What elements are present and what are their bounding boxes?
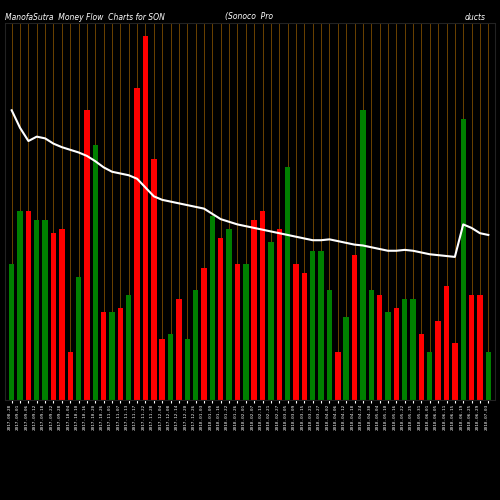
Bar <box>285 168 290 400</box>
Bar <box>252 220 257 400</box>
Bar <box>110 312 114 400</box>
Bar <box>318 251 324 400</box>
Bar <box>326 290 332 400</box>
Bar <box>243 264 248 400</box>
Bar <box>76 277 82 400</box>
Bar <box>68 352 73 400</box>
Bar <box>18 211 23 400</box>
Bar <box>410 299 416 400</box>
Bar <box>134 88 140 400</box>
Bar <box>427 352 432 400</box>
Bar <box>143 36 148 400</box>
Bar <box>226 229 232 400</box>
Bar <box>51 233 56 400</box>
Bar <box>377 294 382 400</box>
Bar <box>184 338 190 400</box>
Bar <box>9 264 15 400</box>
Bar <box>335 352 340 400</box>
Bar <box>344 316 349 400</box>
Bar <box>26 211 31 400</box>
Bar <box>84 110 89 400</box>
Bar <box>302 272 307 400</box>
Bar <box>202 268 206 400</box>
Bar <box>193 290 198 400</box>
Bar <box>294 264 298 400</box>
Text: (Sonoco  Pro: (Sonoco Pro <box>225 12 273 22</box>
Bar <box>168 334 173 400</box>
Bar <box>118 308 123 400</box>
Bar <box>386 312 390 400</box>
Bar <box>368 290 374 400</box>
Bar <box>92 146 98 400</box>
Bar <box>460 119 466 400</box>
Bar <box>234 264 240 400</box>
Bar <box>151 158 156 400</box>
Bar <box>394 308 399 400</box>
Bar <box>34 220 40 400</box>
Bar <box>436 321 441 400</box>
Bar <box>42 220 48 400</box>
Bar <box>360 110 366 400</box>
Text: ManofaSutra  Money Flow  Charts for SON: ManofaSutra Money Flow Charts for SON <box>5 12 165 22</box>
Bar <box>260 211 266 400</box>
Bar <box>402 299 407 400</box>
Bar <box>352 255 357 400</box>
Bar <box>276 229 282 400</box>
Bar <box>418 334 424 400</box>
Text: ducts: ducts <box>465 12 486 22</box>
Bar <box>452 343 458 400</box>
Bar <box>210 216 215 400</box>
Bar <box>126 294 132 400</box>
Bar <box>477 294 482 400</box>
Bar <box>160 338 165 400</box>
Bar <box>218 238 224 400</box>
Bar <box>101 312 106 400</box>
Bar <box>444 286 449 400</box>
Bar <box>268 242 274 400</box>
Bar <box>469 294 474 400</box>
Bar <box>176 299 182 400</box>
Bar <box>486 352 491 400</box>
Bar <box>59 229 64 400</box>
Bar <box>310 251 316 400</box>
